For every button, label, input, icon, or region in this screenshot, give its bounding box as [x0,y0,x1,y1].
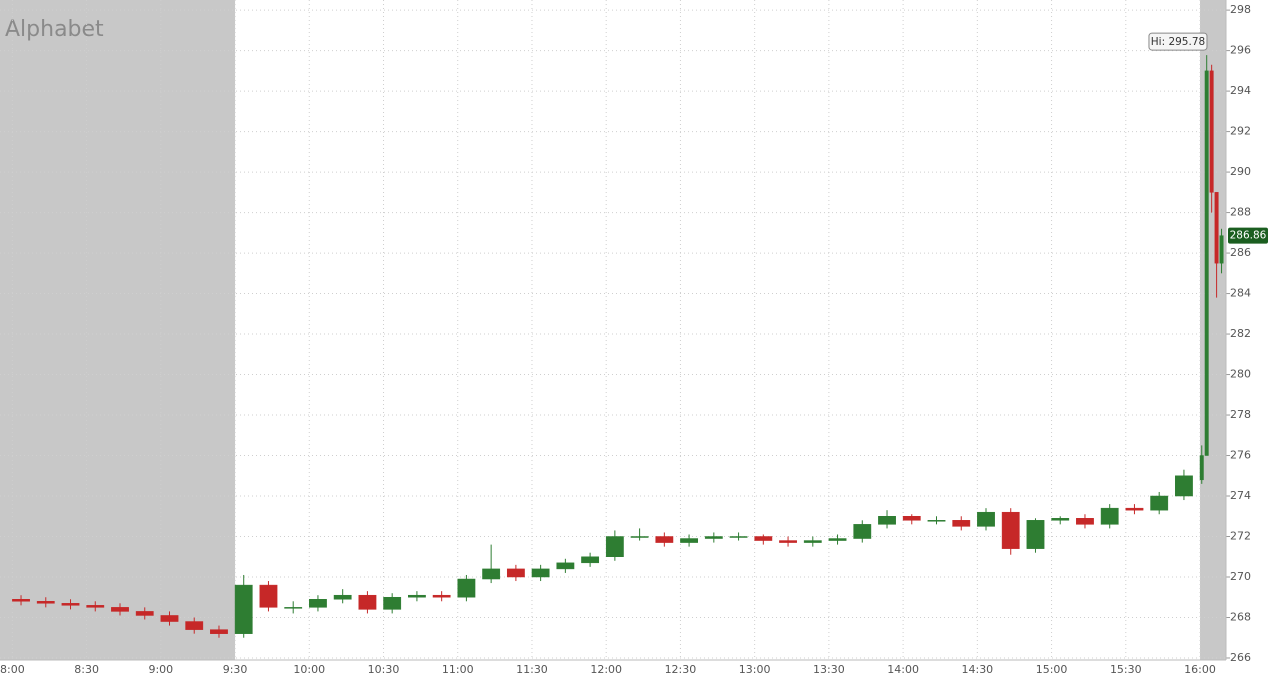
high-label-box [1148,32,1208,51]
last-price-annotation: 286.86 [1228,227,1268,244]
candle-body [210,629,228,634]
y-tick-label: 282 [1230,327,1251,340]
candle-body [878,516,896,525]
x-tick-label: 12:30 [665,663,697,676]
candle-body [902,516,921,521]
y-tick-label: 286 [1230,246,1251,259]
candle-body [655,536,674,543]
candle-body [61,603,80,606]
candle-body [1204,70,1209,456]
high-label: Hi: 295.78 [1151,36,1205,48]
x-tick-label: 8:30 [74,663,99,676]
candle-body [680,538,698,543]
x-tick-label: 14:30 [961,663,993,676]
candle-body [1001,511,1020,549]
candle-body [1199,455,1204,481]
candle-body [482,568,501,580]
x-tick-label: 14:00 [887,663,919,676]
last-price-box [1228,227,1268,244]
x-tick-label: 11:30 [516,663,548,676]
last-price-label: 286.86 [1230,230,1267,242]
candle-body [234,584,253,634]
y-tick-label: 272 [1230,530,1251,543]
candle-body [1076,518,1094,525]
candle-body [36,601,55,604]
candle-body [432,594,451,598]
candle-body [803,540,822,543]
chart-title: Alphabet [5,17,104,42]
candle-body [927,520,946,522]
candle-body [828,538,847,541]
candle-body [630,536,649,538]
y-tick-label: 276 [1230,449,1251,462]
candle-body [506,568,525,578]
x-tick-label: 12:00 [590,663,622,676]
y-tick-label: 266 [1230,651,1251,664]
y-tick-label: 270 [1230,570,1251,583]
y-tick-label: 274 [1230,489,1251,502]
x-tick-label: 9:00 [148,663,173,676]
candle-body [605,536,624,557]
high-annotation: Hi: 295.78 [1148,32,1208,51]
x-tick-label: 16:00 [1184,663,1216,676]
x-tick-label: 15:30 [1110,663,1142,676]
candle-body [12,599,30,602]
candle-body [457,578,476,598]
x-tick-label: 15:00 [1036,663,1068,676]
candle-body [160,615,179,622]
candle-body [1125,507,1144,511]
candle-body [952,520,971,527]
y-tick-label: 296 [1230,44,1251,57]
candle-body [779,540,797,543]
candle-body [111,607,129,612]
y-tick-label: 280 [1230,368,1251,381]
candle-body [259,584,278,608]
x-tick-label: 11:00 [442,663,474,676]
candle-body [284,607,303,609]
extended-hours-shade [0,0,236,660]
candle-body [1150,495,1169,511]
candle-body [754,536,773,541]
x-tick-label: 9:30 [223,663,248,676]
candle-body [408,594,426,598]
y-tick-label: 278 [1230,408,1251,421]
candle-body [86,605,105,608]
x-tick-label: 8:00 [0,663,25,676]
candle-body [1214,192,1219,264]
x-tick-label: 13:00 [739,663,771,676]
candle-body [977,511,995,527]
candle-body [1051,518,1070,521]
candle-body [704,536,723,539]
x-tick-label: 13:30 [813,663,845,676]
candle-body [1219,235,1224,264]
y-tick-label: 294 [1230,84,1251,97]
candle-body [135,611,154,616]
candle-body [581,556,600,564]
candle-body [729,536,748,538]
x-tick-label: 10:30 [368,663,400,676]
candle-body [383,596,402,610]
y-tick-label: 290 [1230,165,1251,178]
candle-body [1175,475,1193,497]
y-tick-label: 268 [1230,610,1251,623]
candle-body [853,524,872,539]
candle-body [556,562,575,570]
candle-body [358,594,377,610]
candle-body [185,621,204,630]
candle-body [1100,507,1119,525]
candle-body [531,568,550,578]
x-tick-label: 10:00 [293,663,325,676]
candle-body [1026,520,1045,549]
candle-body [309,599,327,608]
candle-body [1209,70,1214,193]
y-tick-label: 298 [1230,3,1251,16]
y-tick-label: 288 [1230,206,1251,219]
y-tick-label: 292 [1230,125,1251,138]
y-tick-label: 284 [1230,287,1251,300]
candle-body [333,594,352,600]
